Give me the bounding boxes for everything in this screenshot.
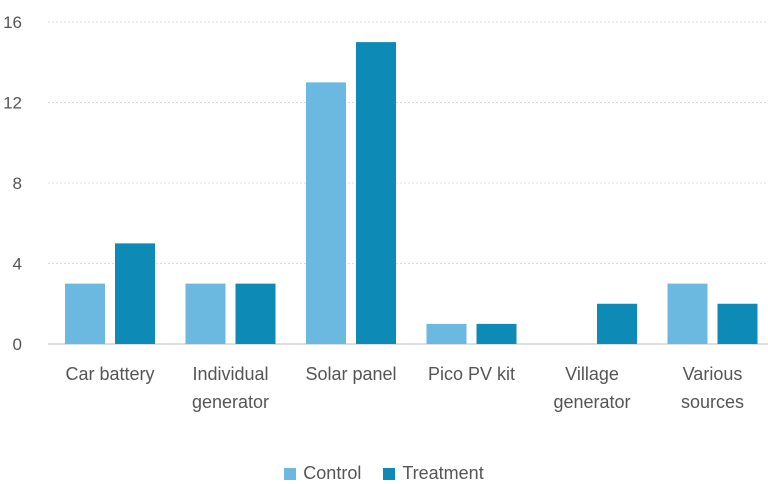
bar-treatment — [235, 283, 276, 344]
x-category-label: sources — [681, 392, 744, 412]
bar-control — [185, 283, 226, 344]
bar-treatment — [115, 243, 155, 344]
y-tick-label: 4 — [13, 255, 22, 274]
y-axis-ticks: 0 4 8 12 16 — [3, 13, 22, 354]
legend-item-treatment: Treatment — [383, 463, 484, 484]
y-tick-label: 16 — [3, 13, 22, 32]
bar-control — [306, 82, 346, 344]
bar-treatment — [356, 42, 396, 344]
bar-treatment — [476, 323, 517, 344]
y-tick-label: 0 — [13, 335, 22, 354]
y-tick-label: 12 — [3, 94, 22, 113]
x-category-label: Pico PV kit — [428, 364, 515, 384]
legend-label-treatment: Treatment — [402, 463, 484, 483]
x-category-label: Car battery — [65, 364, 154, 384]
x-category-label: generator — [553, 392, 630, 412]
bars — [65, 42, 758, 344]
x-category-label: Solar panel — [305, 364, 396, 384]
y-tick-label: 8 — [13, 174, 22, 193]
legend-label-control: Control — [303, 463, 362, 483]
bar-treatment — [597, 303, 637, 344]
x-category-label: Various — [683, 364, 743, 384]
x-category-label: generator — [192, 392, 269, 412]
bar-control — [65, 283, 105, 344]
x-axis-labels: Car battery Individual generator Solar pane… — [65, 364, 744, 412]
bar-control — [667, 283, 708, 344]
legend-item-control: Control — [284, 463, 361, 484]
x-category-label: Individual — [192, 364, 268, 384]
bar-control — [426, 323, 467, 344]
legend: Control Treatment — [0, 463, 768, 484]
legend-swatch-treatment — [383, 467, 396, 480]
bar-chart: 0 4 8 12 16 Car battery Individual generator So… — [3, 13, 768, 412]
gridlines — [48, 21, 768, 345]
bar-treatment — [717, 303, 758, 344]
legend-swatch-control — [284, 467, 297, 480]
x-category-label: Village — [565, 364, 619, 384]
